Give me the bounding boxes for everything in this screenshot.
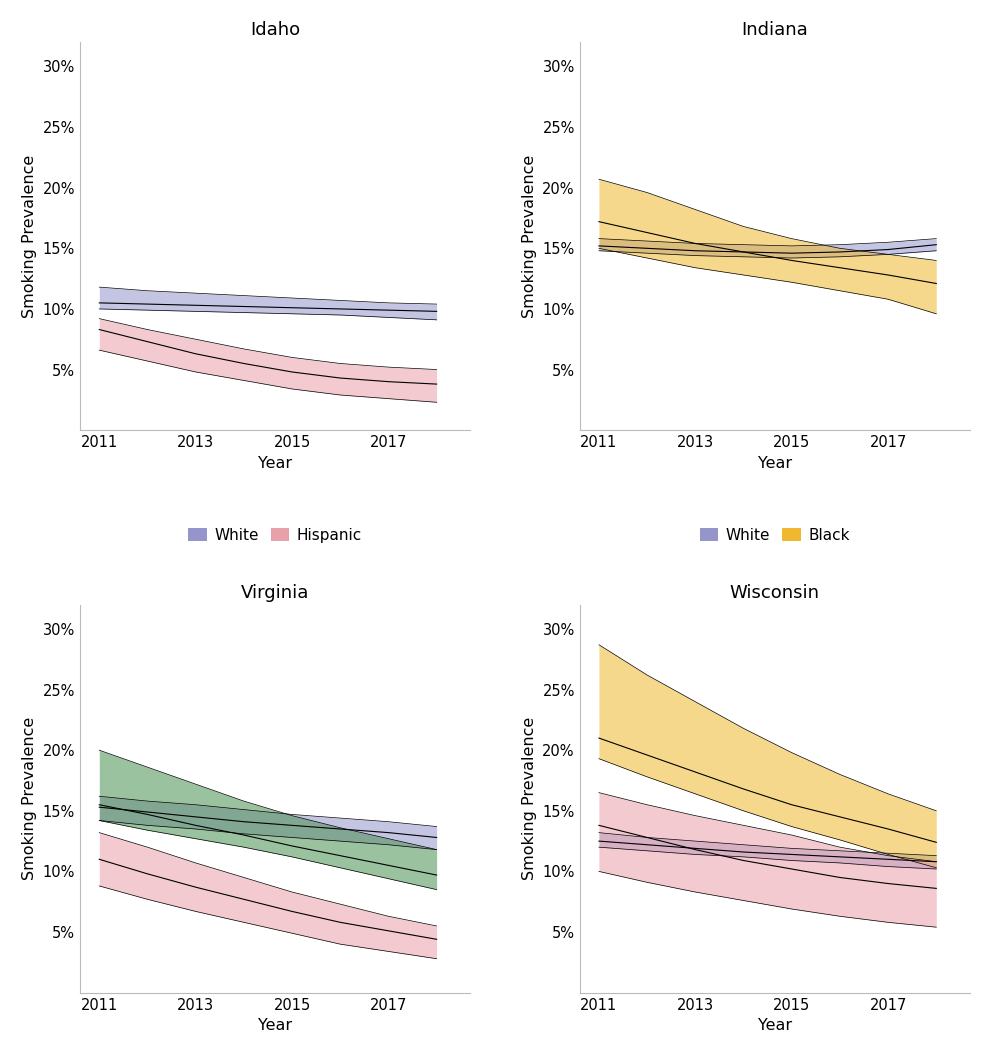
Legend: White, Black: White, Black	[695, 523, 854, 547]
X-axis label: Year: Year	[258, 1018, 292, 1033]
Y-axis label: Smoking Prevalence: Smoking Prevalence	[522, 154, 537, 318]
Title: Virginia: Virginia	[241, 584, 309, 602]
Title: Wisconsin: Wisconsin	[730, 584, 820, 602]
X-axis label: Year: Year	[758, 1018, 792, 1033]
Legend: White, Hispanic: White, Hispanic	[184, 523, 367, 547]
Y-axis label: Smoking Prevalence: Smoking Prevalence	[22, 717, 37, 881]
X-axis label: Year: Year	[258, 455, 292, 471]
Title: Idaho: Idaho	[250, 21, 300, 39]
Y-axis label: Smoking Prevalence: Smoking Prevalence	[522, 717, 537, 881]
Title: Indiana: Indiana	[741, 21, 808, 39]
Y-axis label: Smoking Prevalence: Smoking Prevalence	[22, 154, 37, 318]
X-axis label: Year: Year	[758, 455, 792, 471]
